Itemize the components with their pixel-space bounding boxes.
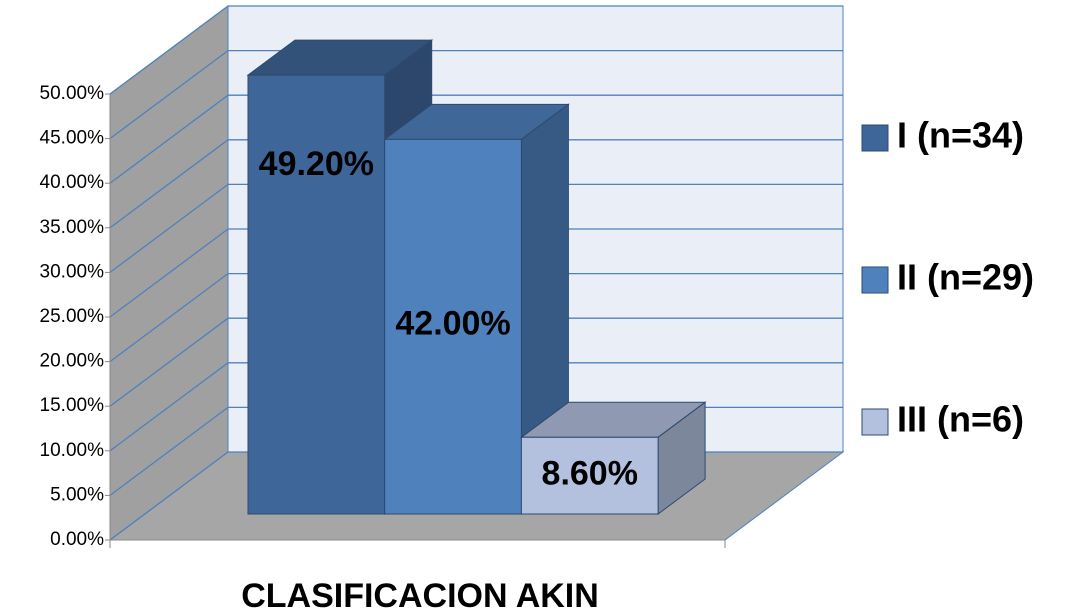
grid-line: [109, 406, 229, 496]
grid-line: [109, 5, 229, 95]
y-tick-label: 5.00%: [50, 484, 104, 505]
bar: [520, 436, 659, 515]
y-tick-label: 40.00%: [40, 172, 105, 193]
data-label: 49.20%: [259, 145, 374, 183]
grid-line: [109, 228, 229, 318]
y-tick-label: 10.00%: [40, 440, 105, 461]
bar: [384, 138, 522, 515]
legend-label: II (n=29): [897, 257, 1034, 298]
grid-line: [109, 317, 229, 407]
grid-line: [109, 139, 229, 229]
y-tick-label: 50.00%: [40, 83, 105, 104]
grid-line: [109, 50, 229, 140]
y-tick-label: 20.00%: [40, 351, 105, 372]
grid-line: [109, 183, 229, 273]
y-tick-label: 30.00%: [40, 261, 105, 282]
grid-line: [109, 273, 229, 363]
legend-label: I (n=34): [897, 115, 1024, 156]
legend-swatch: [861, 408, 889, 436]
data-label: 8.60%: [542, 455, 638, 493]
grid-line: [109, 362, 229, 452]
grid-line: [109, 451, 229, 541]
grid-line: [109, 94, 229, 184]
legend-label: III (n=6): [897, 399, 1024, 440]
data-label: 42.00%: [395, 305, 510, 343]
x-axis-label: CLASIFICACION AKIN: [241, 577, 599, 613]
bar: [247, 74, 386, 515]
legend-swatch: [861, 124, 889, 152]
legend-swatch: [861, 266, 889, 294]
y-tick-label: 35.00%: [40, 217, 105, 238]
y-tick-label: 15.00%: [40, 395, 105, 416]
y-tick-label: 45.00%: [40, 128, 105, 149]
y-tick-label: 0.00%: [50, 529, 104, 550]
y-tick-label: 25.00%: [40, 306, 105, 327]
